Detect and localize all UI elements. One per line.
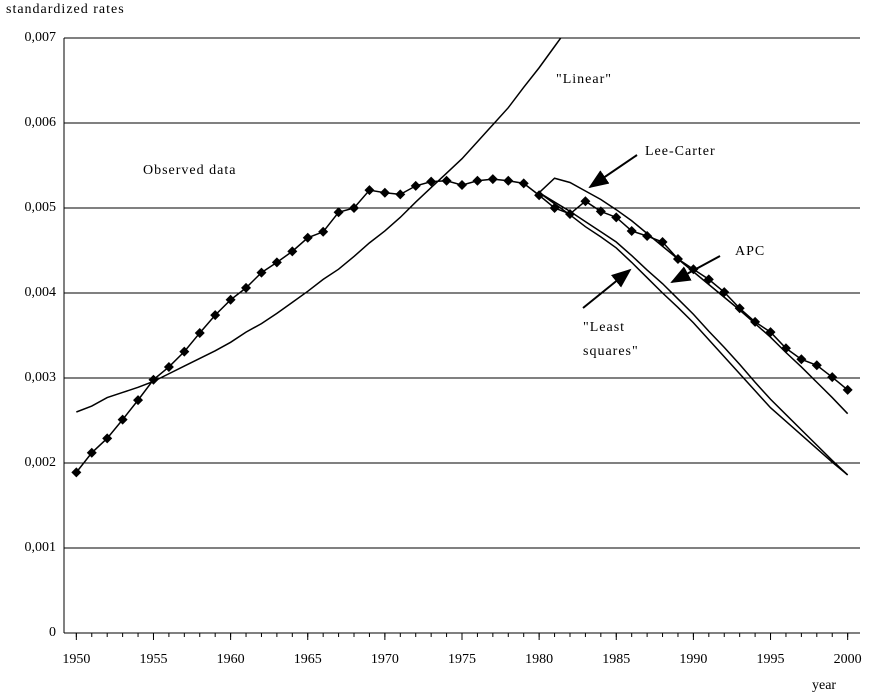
y-tick-label: 0,004 xyxy=(25,285,57,300)
data-point xyxy=(163,361,174,372)
x-tick-label: 1975 xyxy=(448,652,476,667)
annotation: Observed data xyxy=(143,163,237,178)
annotation: Lee-Carter xyxy=(645,144,716,159)
data-point xyxy=(842,384,853,395)
data-point xyxy=(580,196,591,207)
x-tick-label: 1970 xyxy=(371,652,399,667)
data-point xyxy=(256,267,267,278)
data-point xyxy=(827,372,838,383)
y-tick-label: 0,002 xyxy=(25,455,57,470)
data-point xyxy=(426,176,437,187)
data-point xyxy=(379,187,390,198)
x-tick-label: 1980 xyxy=(525,652,553,667)
arrow xyxy=(582,268,632,309)
data-point xyxy=(734,303,745,314)
annotation: "Least squares" xyxy=(583,320,639,359)
data-point xyxy=(796,354,807,365)
data-point xyxy=(642,231,653,242)
data-point xyxy=(117,414,128,425)
data-point xyxy=(395,189,406,200)
data-point xyxy=(349,203,360,213)
annotation: "Linear" xyxy=(556,72,612,87)
series-line xyxy=(538,192,849,476)
data-point xyxy=(595,206,606,217)
data-point xyxy=(287,246,298,257)
y-axis-title: standardized rates xyxy=(6,2,125,17)
x-tick-label: 1995 xyxy=(757,652,785,667)
data-point xyxy=(811,360,822,371)
x-axis-title: year xyxy=(812,678,836,693)
plot: 0 0,001 0,002 0,003 0,004 0,005 0,006 0,007 1950… xyxy=(25,30,862,667)
data-point xyxy=(410,180,421,191)
y-tick-label: 0 xyxy=(49,625,56,640)
data-point xyxy=(194,327,205,338)
x-tick-label: 2000 xyxy=(834,652,862,667)
data-point xyxy=(241,282,252,293)
data-point xyxy=(225,294,236,305)
data-point xyxy=(487,174,498,185)
data-point xyxy=(626,225,637,236)
x-tick-label: 1965 xyxy=(294,652,322,667)
data-point xyxy=(71,467,82,478)
data-point xyxy=(333,207,344,218)
series-line xyxy=(75,178,849,473)
data-point xyxy=(271,257,282,268)
data-point xyxy=(441,175,452,186)
x-tick-label: 1960 xyxy=(217,652,245,667)
arrow xyxy=(588,154,638,189)
data-point xyxy=(503,175,514,186)
x-tick-label: 1955 xyxy=(139,652,167,667)
annotation: APC xyxy=(735,244,766,259)
data-point xyxy=(86,447,97,458)
data-point xyxy=(688,264,699,275)
data-point xyxy=(302,232,313,243)
series-line xyxy=(538,192,849,476)
data-point xyxy=(534,190,545,201)
y-tick-label: 0,005 xyxy=(25,200,57,215)
y-tick-label: 0,001 xyxy=(25,540,57,555)
series-line xyxy=(538,177,849,415)
data-point xyxy=(611,212,622,223)
data-point xyxy=(364,185,375,196)
data-point xyxy=(102,433,113,444)
data-point xyxy=(750,316,761,327)
data-point xyxy=(457,180,467,191)
data-point xyxy=(318,226,329,237)
y-tick-label: 0,003 xyxy=(25,370,57,385)
series-line xyxy=(76,38,562,413)
y-tick-label: 0,006 xyxy=(25,115,57,130)
data-point xyxy=(133,395,144,406)
x-tick-label: 1950 xyxy=(62,652,90,667)
data-point xyxy=(472,175,483,186)
data-point xyxy=(518,178,529,189)
data-point xyxy=(210,310,221,321)
x-tick-label: 1985 xyxy=(602,652,630,667)
data-point xyxy=(179,346,190,357)
y-tick-label: 0,007 xyxy=(25,30,57,45)
x-tick-label: 1990 xyxy=(679,652,707,667)
